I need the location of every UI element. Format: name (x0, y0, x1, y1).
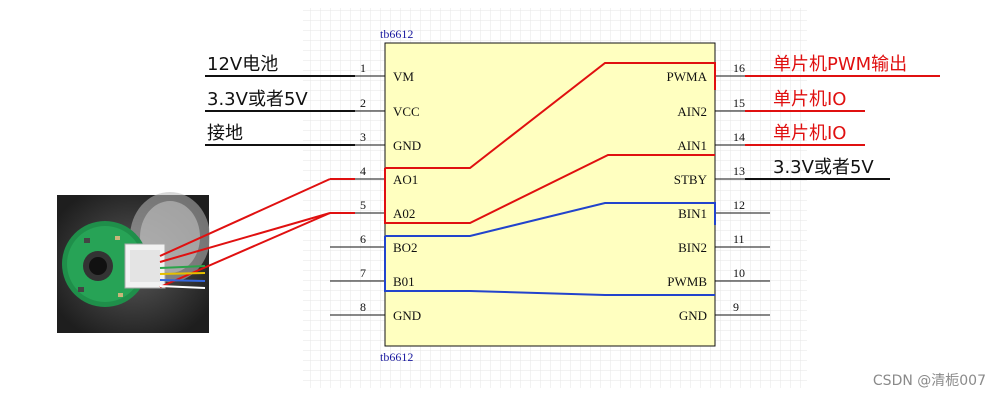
pin-name-pwma: PWMA (667, 69, 708, 84)
motor-wires (159, 178, 331, 289)
pin-number-3: 3 (360, 130, 366, 144)
left-label-underlines (205, 75, 355, 146)
pin-name-b01: B01 (393, 274, 415, 289)
pin-name-vcc: VCC (393, 104, 420, 119)
left-pin-leads (330, 75, 385, 316)
pin-number-6: 6 (360, 232, 366, 246)
pin-name-gnd-right: GND (679, 308, 707, 323)
pin-number-4: 4 (360, 164, 366, 178)
label-12v-battery: 12V电池 (207, 54, 278, 75)
pin-name-vm: VM (393, 69, 414, 84)
chip-body (384, 42, 716, 347)
motor-wire-leads (330, 178, 355, 214)
label-mcu-io-ain2: 单片机IO (773, 89, 846, 110)
pin-number-5: 5 (360, 198, 366, 212)
pin-name-gnd-left: GND (393, 138, 421, 153)
pin-name-bo2: BO2 (393, 240, 418, 255)
label-ground: 接地 (207, 123, 243, 144)
pin-name-ain1: AIN1 (677, 138, 707, 153)
pin-number-12: 12 (733, 198, 745, 212)
channel-a-connections (384, 62, 716, 224)
pin-name-bin1: BIN1 (678, 206, 707, 221)
channel-b-connections (384, 202, 716, 296)
pin-name-bin2: BIN2 (678, 240, 707, 255)
label-mcu-io-ain1: 单片机IO (773, 123, 846, 144)
pin-number-15: 15 (733, 96, 745, 110)
right-pin-leads (715, 75, 770, 316)
pin-name-gnd-left-2: GND (393, 308, 421, 323)
chip-name-top: tb6612 (380, 27, 413, 41)
label-mcu-pwm-output: 单片机PWM输出 (773, 54, 907, 75)
label-stby-supply: 3.3V或者5V (773, 157, 874, 178)
pin-number-10: 10 (733, 266, 745, 280)
motor-photo (57, 192, 210, 333)
pin-name-ao1: AO1 (393, 172, 418, 187)
pin-number-2: 2 (360, 96, 366, 110)
pin-number-13: 13 (733, 164, 745, 178)
pin-number-8: 8 (360, 300, 366, 314)
pin-number-14: 14 (733, 130, 745, 144)
right-label-underlines (745, 75, 940, 180)
chip-name-bottom: tb6612 (380, 350, 413, 364)
pin-name-stby: STBY (674, 172, 708, 187)
pin-name-pwmb: PWMB (667, 274, 707, 289)
pin-number-11: 11 (733, 232, 745, 246)
pin-name-a02: A02 (393, 206, 415, 221)
label-vcc-supply: 3.3V或者5V (207, 89, 308, 110)
watermark: CSDN @清栀007 (873, 373, 986, 389)
pin-number-7: 7 (360, 266, 366, 280)
pin-number-1: 1 (360, 61, 366, 75)
pin-number-9: 9 (733, 300, 739, 314)
pin-name-ain2: AIN2 (677, 104, 707, 119)
pin-number-16: 16 (733, 61, 745, 75)
